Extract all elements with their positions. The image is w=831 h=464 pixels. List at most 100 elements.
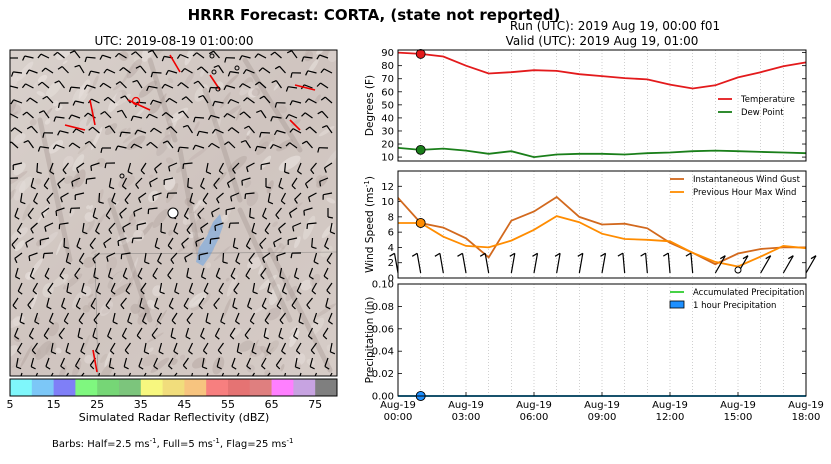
x-tick-label: Aug-19	[652, 400, 688, 411]
colorbar-tick: 55	[221, 398, 235, 411]
colorbar-cell	[10, 379, 32, 396]
y-tick-label: 2	[388, 258, 394, 269]
wind-barb	[463, 253, 467, 273]
colorbar-tick: 25	[90, 398, 104, 411]
map-utc-label: UTC: 2019-08-19 01:00:00	[94, 34, 253, 48]
y-tick-label: 80	[381, 61, 394, 72]
y-tick-label: 8	[388, 212, 394, 223]
colorbar-tick: 65	[265, 398, 279, 411]
y-axis-label-tail: )	[364, 176, 376, 180]
barb-note: Barbs: Half=2.5 ms-1, Full=5 ms-1, Flag=…	[52, 437, 293, 450]
wind-barb	[511, 253, 514, 273]
legend-label: Temperature	[740, 95, 795, 105]
legend-label: Instantaneous Wind Gust	[693, 175, 801, 185]
legend: Temperature Dew Point	[718, 95, 795, 118]
x-tick-label: 00:00	[384, 412, 413, 423]
panel-frame	[398, 50, 806, 161]
colorbar-tick-labels: 5 15 25 35 45 55 65 75	[7, 398, 323, 411]
run-label: Run (UTC): 2019 Aug 19, 00:00 f01	[510, 19, 720, 33]
colorbar-cell	[293, 379, 315, 396]
colorbar-cell	[32, 379, 54, 396]
current-point	[416, 218, 425, 227]
colorbar-cell	[119, 379, 141, 396]
x-tick-label: Aug-19	[584, 400, 620, 411]
colorbar-tick: 5	[7, 398, 14, 411]
x-tick-label: 18:00	[792, 412, 821, 423]
figure-title: HRRR Forecast: CORTA, (state not reporte…	[188, 6, 561, 24]
legend-label: Dew Point	[741, 108, 784, 118]
station-marker	[168, 208, 178, 218]
colorbar-cell	[184, 379, 206, 396]
wind-barb	[557, 253, 560, 273]
wind-barb-tick	[458, 253, 463, 256]
colorbar-cell	[315, 379, 337, 396]
y-tick-label: 40	[381, 113, 394, 124]
wind-barb	[602, 253, 606, 273]
y-tick-label: 90	[381, 48, 394, 59]
colorbar-tick: 45	[177, 398, 191, 411]
wind-barb	[646, 253, 648, 273]
legend: Instantaneous Wind Gust Previous Hour Max…	[670, 175, 801, 198]
colorbar-tick: 15	[47, 398, 61, 411]
y-tick-label: 6	[388, 228, 394, 239]
colorbar-tick: 75	[308, 398, 322, 411]
wind-barb-tick	[686, 253, 691, 256]
calm-marker	[735, 267, 741, 273]
wind-barb-tick	[618, 253, 623, 256]
colorbar-cell	[250, 379, 272, 396]
y-axis-label: Wind Speed (ms-1)	[363, 176, 376, 273]
y-tick-label: 70	[381, 74, 394, 85]
wind-barb-tick	[641, 253, 646, 256]
wind-barb	[623, 253, 625, 273]
y-tick-label: 12	[381, 182, 394, 193]
colorbar-cell	[272, 379, 294, 396]
colorbar-cell	[141, 379, 163, 396]
legend-label: Previous Hour Max Wind	[693, 188, 796, 198]
y-tick-label: 20	[381, 140, 394, 151]
legend: Accumulated Precipitation 1 hour Precipit…	[670, 288, 804, 311]
wind-barb	[691, 253, 693, 273]
y-tick-label: 30	[381, 126, 394, 137]
x-tick-label: 12:00	[656, 412, 685, 423]
reflectivity-colorbar	[10, 379, 337, 396]
current-point	[416, 145, 425, 154]
wind-barb	[668, 253, 670, 273]
legend-swatch	[670, 301, 684, 308]
x-tick-label: 15:00	[724, 412, 753, 423]
wind-barb	[417, 253, 420, 273]
x-tick-label: Aug-19	[380, 400, 416, 411]
y-tick-label: 10	[381, 197, 394, 208]
x-tick-label: 06:00	[520, 412, 549, 423]
wind-barb-tick	[663, 253, 668, 256]
colorbar-cell	[75, 379, 97, 396]
y-tick-label: 0.10	[372, 280, 394, 291]
y-tick-label: 4	[388, 243, 394, 254]
legend-label: Accumulated Precipitation	[693, 288, 804, 298]
colorbar-tick: 35	[134, 398, 148, 411]
wind-barb	[579, 253, 582, 273]
legend-label: 1 hour Precipitation	[693, 301, 776, 311]
wind-barb-tick	[435, 253, 440, 256]
wind-barb	[534, 253, 538, 273]
y-tick-label: 60	[381, 87, 394, 98]
terrain-map	[0, 39, 342, 384]
colorbar-cell	[97, 379, 119, 396]
colorbar-cell	[163, 379, 185, 396]
colorbar-cell	[206, 379, 228, 396]
wind-barb	[395, 253, 399, 273]
y-tick-label: 10	[381, 153, 394, 164]
colorbar-cell	[54, 379, 76, 396]
y-axis-label: Precipitation (in)	[364, 297, 376, 384]
y-tick-label: 50	[381, 100, 394, 111]
wind-barb-tick	[412, 253, 417, 256]
x-tick-label: 09:00	[588, 412, 617, 423]
x-tick-label: 03:00	[452, 412, 481, 423]
x-tick-label: Aug-19	[788, 400, 824, 411]
colorbar-cell	[228, 379, 250, 396]
valid-label: Valid (UTC): 2019 Aug 19, 01:00	[506, 34, 699, 48]
